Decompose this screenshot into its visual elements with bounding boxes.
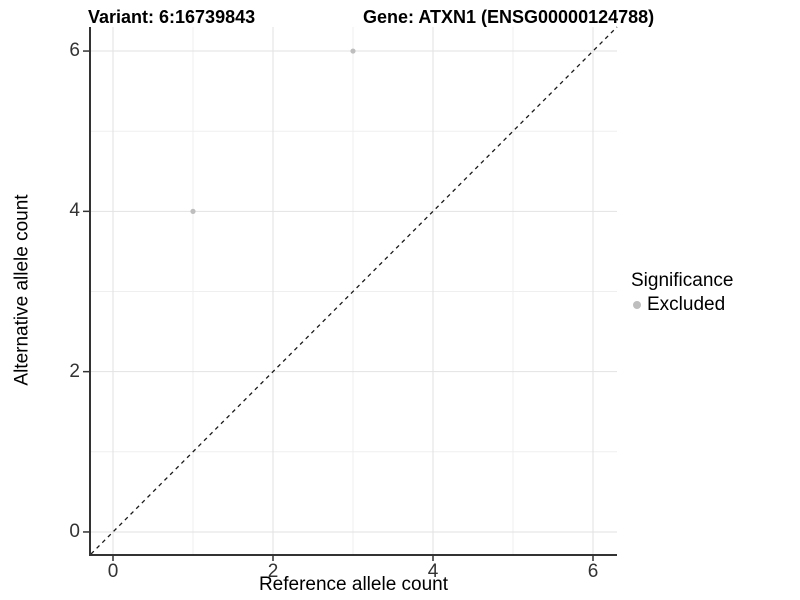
x-tick-label: 0: [107, 561, 119, 582]
legend: Significance Excluded: [631, 270, 733, 316]
legend-item-label: Excluded: [647, 294, 726, 315]
y-axis-title: Alternative allele count: [11, 194, 33, 386]
x-tick-label: 6: [587, 561, 599, 582]
identity-line: [90, 26, 618, 555]
x-tick-label: 4: [427, 561, 439, 582]
y-tick-label: 6: [69, 40, 80, 62]
x-tick-label: 2: [267, 561, 279, 582]
x-axis-title: Reference allele count: [258, 574, 449, 595]
legend-point-icon: [633, 301, 641, 309]
legend-title: Significance: [631, 270, 734, 291]
y-tick-label: 4: [69, 200, 80, 222]
plot-title-variant: Variant: 6:16739843: [88, 7, 256, 27]
plot-title-gene: Gene: ATXN1 (ENSG00000124788): [363, 7, 655, 27]
legend-item-excluded: Excluded: [631, 294, 733, 316]
data-point-excluded: [350, 48, 356, 54]
data-point-excluded: [190, 208, 196, 214]
y-tick-label: 2: [69, 360, 80, 382]
y-tick-label: 0: [69, 520, 80, 542]
